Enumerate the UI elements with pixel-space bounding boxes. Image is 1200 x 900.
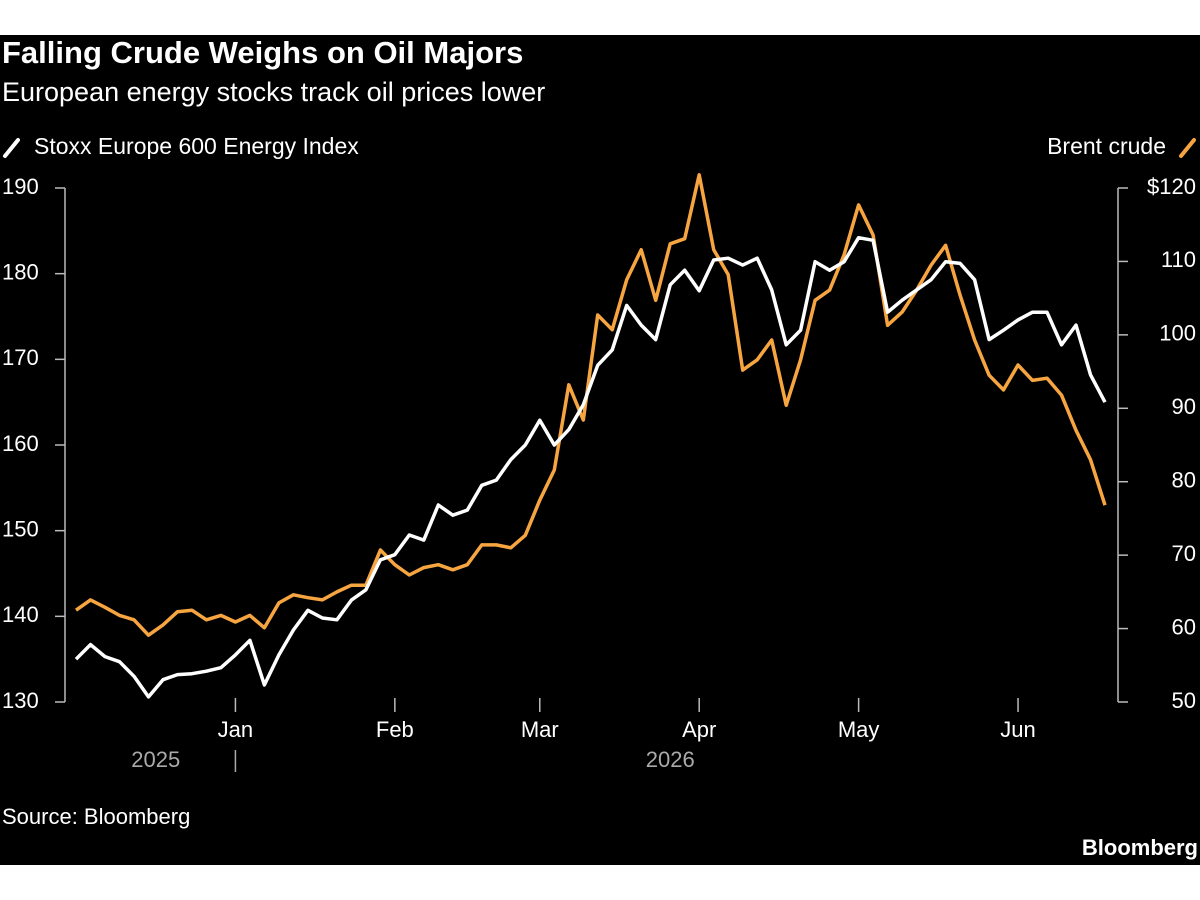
legend-label: Brent crude (1047, 133, 1166, 159)
y2-tick-label: 80 (1172, 468, 1196, 493)
y2-tick-label: 100 (1159, 321, 1196, 346)
y-tick-label: 170 (2, 345, 39, 370)
y2-tick-label: 50 (1172, 688, 1196, 713)
chart-title: Falling Crude Weighs on Oil Majors (2, 35, 523, 70)
x-group-label: 2025 (131, 747, 180, 772)
brand: Bloomberg (1082, 835, 1198, 860)
y2-tick-label: 60 (1172, 614, 1196, 639)
legend-label: Stoxx Europe 600 Energy Index (34, 133, 359, 159)
x-tick-label: Jun (1000, 717, 1035, 742)
chart-background (0, 35, 1200, 865)
y-tick-label: 180 (2, 259, 39, 284)
y-tick-label: 160 (2, 431, 39, 456)
series-line (74, 173, 1107, 637)
legend-swatch (3, 138, 20, 158)
y2-tick-label: 70 (1172, 541, 1196, 566)
x-tick-label: Feb (376, 717, 414, 742)
y2-tick-label: 110 (1161, 247, 1196, 272)
chart-subtitle: European energy stocks track oil prices … (2, 77, 545, 107)
y-tick-label: 190 (2, 174, 39, 199)
series-line (74, 235, 1107, 699)
source: Source: Bloomberg (2, 804, 190, 829)
y-tick-label: 150 (2, 516, 39, 541)
y2-tick-label: 90 (1172, 394, 1196, 419)
x-group-label: 2026 (646, 747, 695, 772)
x-tick-label: May (838, 717, 880, 742)
y-tick-label: 140 (2, 602, 39, 627)
x-tick-label: Mar (521, 717, 559, 742)
legend-swatch (1179, 138, 1196, 158)
y2-tick-label: $120 (1147, 174, 1196, 199)
x-tick-label: Jan (218, 717, 253, 742)
x-tick-label: Apr (682, 717, 716, 742)
y-tick-label: 130 (2, 688, 39, 713)
